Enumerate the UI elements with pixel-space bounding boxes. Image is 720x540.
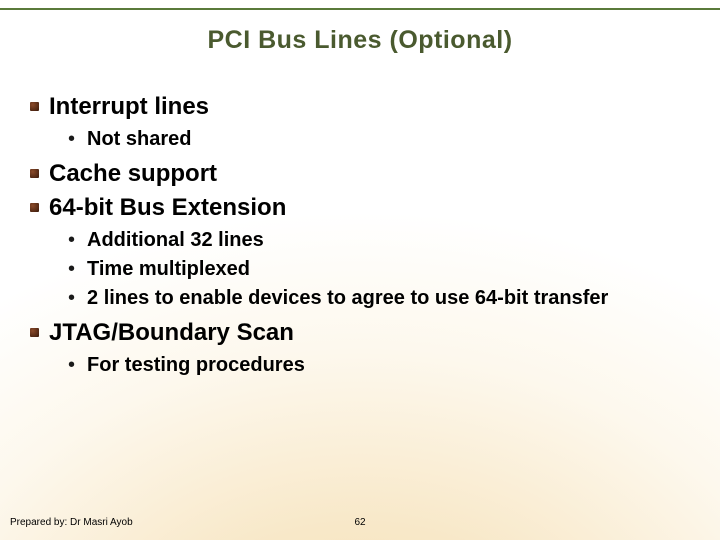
bullet-64bit-extension: 64-bit Bus Extension — [30, 193, 690, 223]
square-bullet-icon — [30, 328, 39, 337]
dot-bullet-icon: • — [68, 285, 75, 311]
subbullet-not-shared: • Not shared — [68, 126, 690, 153]
square-bullet-icon — [30, 169, 39, 178]
square-bullet-icon — [30, 102, 39, 111]
footer-prepared-by: Prepared by: Dr Masri Ayob — [10, 517, 133, 528]
subbullet-additional-32: • Additional 32 lines — [68, 227, 690, 254]
subbullet-text: Additional 32 lines — [87, 227, 264, 254]
subbullet-time-multiplexed: • Time multiplexed — [68, 256, 690, 283]
subbullet-text: For testing procedures — [87, 352, 305, 379]
dot-bullet-icon: • — [68, 126, 75, 152]
subbullet-2-lines: • 2 lines to enable devices to agree to … — [68, 285, 690, 312]
bullet-text: Interrupt lines — [49, 92, 209, 122]
dot-bullet-icon: • — [68, 352, 75, 378]
slide-title: PCI Bus Lines (Optional) — [207, 26, 512, 55]
bullet-cache-support: Cache support — [30, 159, 690, 189]
subbullet-text: 2 lines to enable devices to agree to us… — [87, 285, 608, 312]
footer-page-number: 62 — [354, 517, 365, 528]
dot-bullet-icon: • — [68, 227, 75, 253]
bullet-text: JTAG/Boundary Scan — [49, 318, 294, 348]
dot-bullet-icon: • — [68, 256, 75, 282]
bullet-text: 64-bit Bus Extension — [49, 193, 286, 223]
subbullet-text: Not shared — [87, 126, 191, 153]
square-bullet-icon — [30, 203, 39, 212]
bullet-jtag: JTAG/Boundary Scan — [30, 318, 690, 348]
bullet-text: Cache support — [49, 159, 217, 189]
bullet-interrupt-lines: Interrupt lines — [30, 92, 690, 122]
subbullet-testing: • For testing procedures — [68, 352, 690, 379]
subbullet-text: Time multiplexed — [87, 256, 250, 283]
slide-content: Interrupt lines • Not shared Cache suppo… — [30, 92, 690, 381]
top-accent-bar — [0, 8, 720, 10]
